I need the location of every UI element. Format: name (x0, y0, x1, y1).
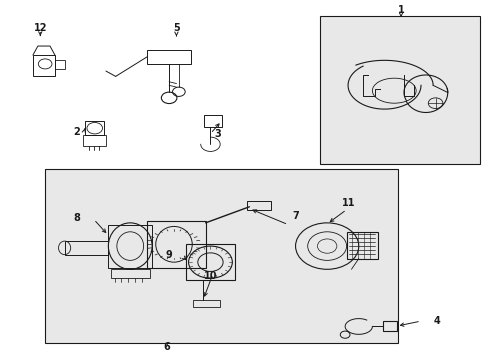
Bar (319, 16, 479, 164)
Bar (346, 232, 377, 258)
Bar (33, 55, 55, 76)
Text: 9: 9 (165, 250, 172, 260)
Text: 2: 2 (73, 127, 80, 137)
Text: 11: 11 (342, 198, 355, 208)
Bar (85, 121, 104, 135)
Bar (83, 135, 106, 146)
Text: 1: 1 (397, 5, 404, 15)
Bar (64, 241, 108, 255)
Text: 7: 7 (292, 211, 298, 221)
Bar (147, 221, 205, 267)
Bar (147, 50, 191, 64)
Text: 12: 12 (34, 23, 47, 33)
Bar (45, 169, 397, 342)
Bar (382, 321, 396, 331)
Bar (193, 300, 220, 307)
Bar (108, 225, 152, 267)
Bar (246, 201, 271, 210)
Bar (186, 244, 234, 280)
Bar (203, 114, 221, 127)
Text: 8: 8 (73, 212, 80, 222)
Bar (111, 269, 149, 278)
Text: 5: 5 (173, 23, 180, 33)
Bar (55, 60, 64, 69)
Text: 10: 10 (203, 271, 217, 282)
Text: 4: 4 (432, 316, 439, 326)
Text: 3: 3 (214, 129, 221, 139)
Text: 6: 6 (163, 342, 170, 352)
